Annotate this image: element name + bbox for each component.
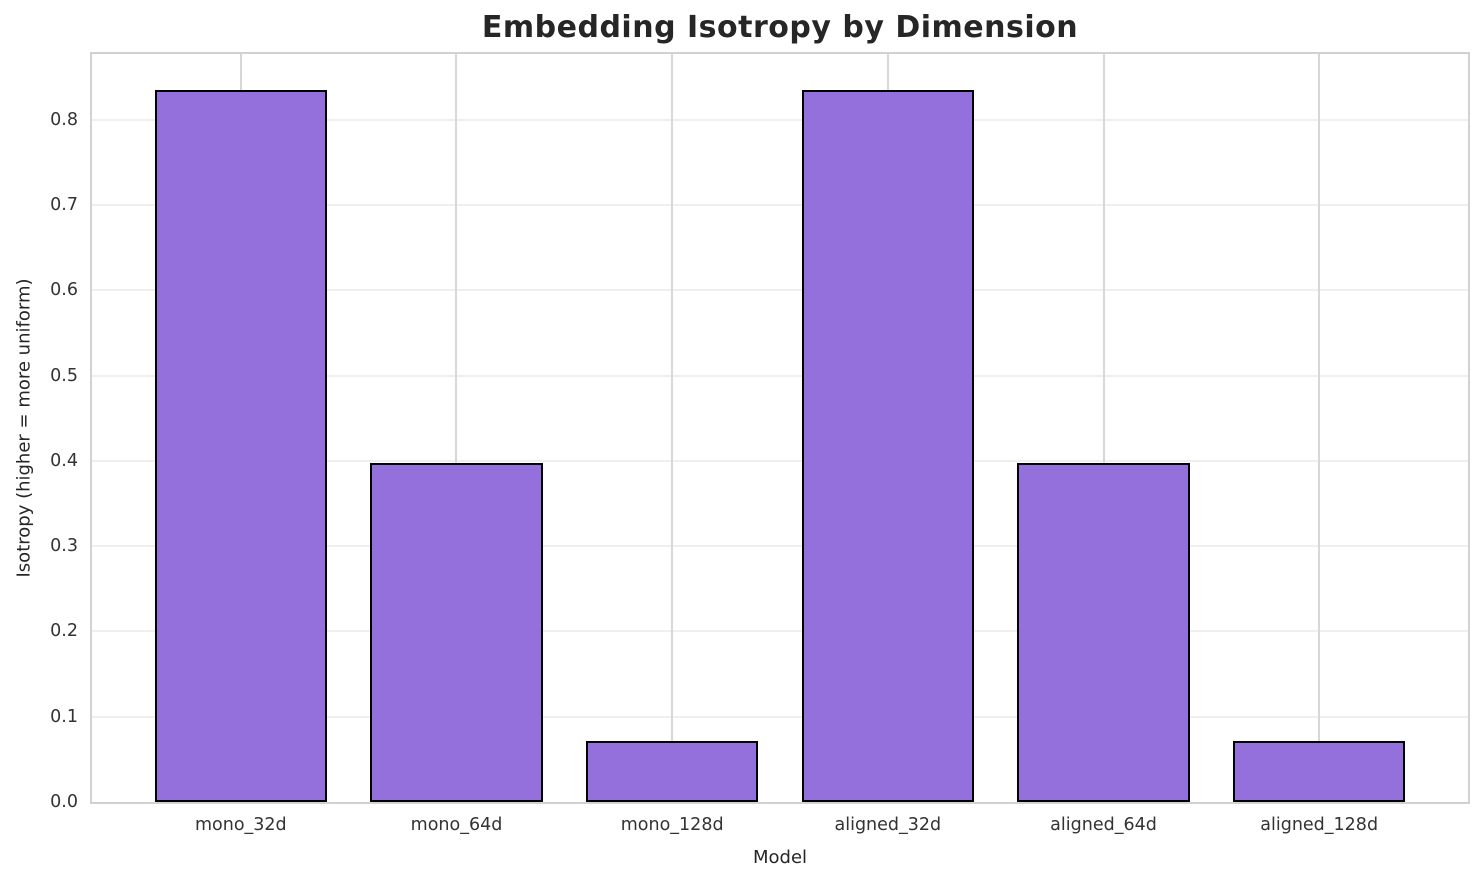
v-gridline [671,54,674,802]
x-tick-label: aligned_64d [1050,815,1157,835]
y-tick-label: 0.6 [50,280,78,301]
bar-mono_64d [370,463,543,802]
x-tick-label: aligned_32d [834,815,942,835]
bar-mono_128d [585,741,759,802]
y-tick-label: 0.3 [50,536,78,557]
plot-area [90,52,1470,804]
x-tick-label: aligned_128d [1260,815,1379,835]
x-tick-label: mono_64d [410,815,503,835]
bar-aligned_128d [1232,741,1406,802]
y-tick-label: 0.1 [50,706,78,727]
y-axis-label: Isotropy (higher = more uniform) [13,278,35,578]
bar-aligned_32d [801,89,975,802]
y-tick-label: 0.4 [50,450,78,471]
chart-title: Embedding Isotropy by Dimension [481,10,1079,45]
bar-mono_32d [154,89,328,802]
y-tick-label: 0.8 [50,109,78,130]
y-tick-label: 0.7 [50,194,78,215]
y-tick-label: 0.0 [50,792,78,812]
x-tick-label: mono_128d [620,815,724,835]
bar-aligned_64d [1017,463,1190,802]
x-tick-label: mono_32d [194,815,287,835]
v-gridline [1318,54,1321,802]
y-tick-label: 0.2 [50,621,78,642]
x-axis-label: Model [752,847,808,868]
y-tick-label: 0.5 [50,365,78,386]
